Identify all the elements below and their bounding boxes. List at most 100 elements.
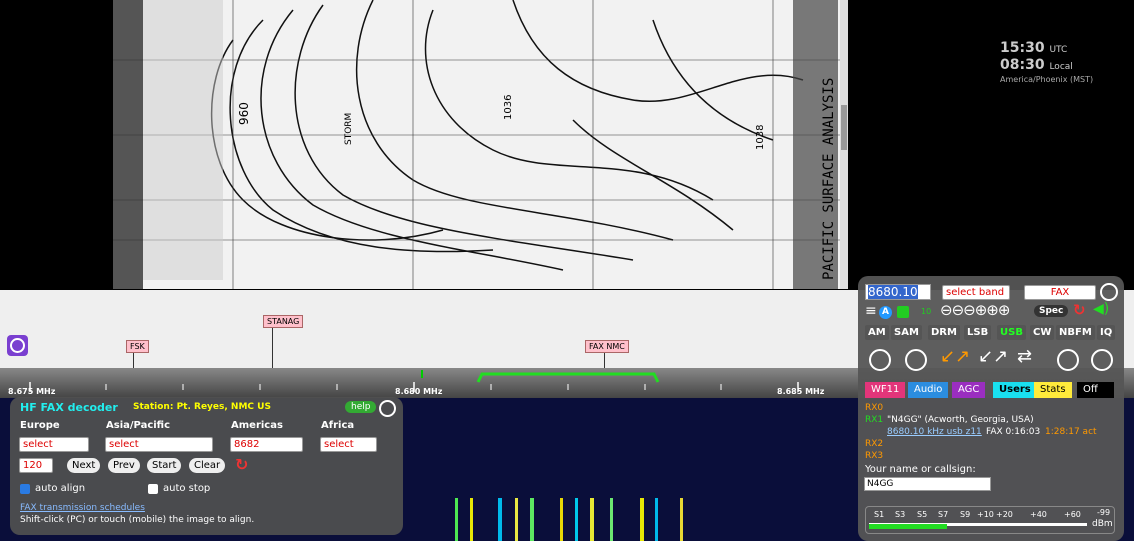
auto-stop-label: auto stop	[163, 483, 211, 494]
scrollbar[interactable]	[840, 0, 848, 289]
wf-badge[interactable]: 10	[921, 307, 932, 316]
menu-icon[interactable]: ≡	[865, 303, 877, 319]
s-meter-scale	[869, 523, 1087, 526]
region-select[interactable]: select	[320, 437, 377, 452]
mode-button[interactable]: DRM	[928, 325, 960, 340]
swap-icon[interactable]: ⇄	[1017, 346, 1033, 367]
channel: RX0	[865, 403, 884, 413]
start-button[interactable]: Start	[147, 458, 182, 473]
fax-label: 1036	[503, 95, 514, 120]
green-badge[interactable]	[897, 306, 909, 318]
next-button[interactable]: Next	[67, 458, 101, 473]
scroll-thumb[interactable]	[841, 105, 847, 150]
band-label[interactable]: FAX NMC	[585, 340, 629, 353]
clear-button[interactable]: Clear	[189, 458, 226, 473]
timezone: America/Phoenix (MST)	[1000, 75, 1094, 84]
speaker-icon[interactable]: ◀)	[1093, 301, 1110, 317]
tab[interactable]: Users	[993, 382, 1037, 398]
fax-label: 960	[237, 102, 251, 125]
local-label: Local	[1049, 62, 1073, 72]
user-status: FAX 0:16:03	[986, 427, 1041, 437]
utc-label: UTC	[1049, 45, 1068, 55]
s-label: +40	[1030, 510, 1047, 519]
mode-button[interactable]: NBFM	[1056, 325, 1095, 340]
region-select[interactable]: 8682	[230, 437, 303, 452]
mode-select[interactable]: FAX	[1024, 285, 1096, 300]
marker-line	[133, 353, 134, 368]
tab[interactable]: WF11	[865, 382, 906, 398]
user-link[interactable]: 8680.10 kHz usb z11	[887, 427, 982, 437]
s-label: S7	[938, 510, 949, 519]
schedule-link[interactable]: FAX transmission schedules	[20, 503, 145, 513]
scale-label: 8.680 MHz	[395, 387, 443, 396]
mode-button[interactable]: USB	[997, 325, 1026, 340]
expand-icon[interactable]: ↙↗	[978, 346, 1009, 367]
band-label[interactable]: STANAG	[263, 315, 304, 328]
reload-icon[interactable]: ↻	[1073, 301, 1086, 319]
region-select[interactable]: select	[105, 437, 213, 452]
s-unit: dBm	[1092, 519, 1113, 529]
hint: Shift-click (PC) or touch (mobile) the i…	[20, 515, 255, 525]
fax-label: STORM	[344, 113, 354, 145]
frequency-input[interactable]: 8680.10	[865, 284, 931, 300]
tab[interactable]: Audio	[908, 382, 949, 398]
scale-ticks	[29, 370, 799, 392]
zoom-out[interactable]	[905, 349, 927, 371]
reload-icon[interactable]: ↻	[235, 455, 249, 474]
step-down[interactable]	[1057, 349, 1079, 371]
region-label: Asia/Pacific	[106, 420, 171, 431]
region-select[interactable]: select	[19, 437, 89, 452]
scale-label: 8.685 MHz	[777, 387, 825, 396]
band-select[interactable]: select band	[942, 285, 1010, 300]
auto-stop-checkbox[interactable]	[148, 484, 158, 494]
play-button[interactable]	[1100, 283, 1118, 301]
user-info: "N4GG" (Acworth, Georgia, USA)	[887, 415, 1034, 425]
station: Station: Pt. Reyes, NMC US	[133, 402, 271, 412]
s-label: +10	[977, 510, 994, 519]
s-meter-bar	[869, 524, 947, 529]
marker-line	[604, 353, 605, 368]
channel: RX1	[865, 415, 884, 425]
scale-label: 8.675 MHz	[8, 387, 56, 396]
prev-button[interactable]: Prev	[108, 458, 140, 473]
step-up[interactable]	[1091, 349, 1113, 371]
s-label: +60	[1064, 510, 1081, 519]
spec-button[interactable]: Spec	[1034, 305, 1069, 317]
close-button[interactable]	[379, 400, 396, 417]
auto-align-label: auto align	[35, 483, 86, 494]
channel: RX2	[865, 439, 884, 449]
channel: RX3	[865, 451, 884, 461]
tab[interactable]: AGC	[952, 382, 986, 398]
shrink-icon[interactable]: ↙↗	[940, 346, 971, 367]
fax-image[interactable]: PACIFIC SURFACE ANALYSIS STORM 960 1036 …	[113, 0, 840, 289]
mode-button[interactable]: CW	[1030, 325, 1055, 340]
tab[interactable]: Stats	[1034, 382, 1072, 398]
utc-clock: 15:30 UTC	[1000, 40, 1067, 56]
s-label: S1	[874, 510, 885, 519]
zoom-icons[interactable]: ⊖⊖⊖⊕⊕⊕	[940, 301, 1010, 319]
mode-button[interactable]: LSB	[964, 325, 992, 340]
mode-button[interactable]: AM	[865, 325, 889, 340]
a-badge[interactable]: A	[879, 306, 892, 319]
fax-label: 1038	[755, 125, 766, 150]
mode-button[interactable]: SAM	[891, 325, 922, 340]
s-label: S5	[917, 510, 928, 519]
fax-title: PACIFIC SURFACE ANALYSIS	[821, 78, 837, 280]
lines-select[interactable]: 120	[19, 458, 53, 473]
panel-title: HF FAX decoder	[20, 401, 118, 414]
utc-time: 15:30	[1000, 40, 1045, 56]
tab[interactable]: Off	[1077, 382, 1114, 398]
region-label: Americas	[231, 420, 283, 431]
help-button[interactable]: help	[345, 401, 377, 413]
s-reading: -99	[1097, 508, 1111, 517]
name-input[interactable]: N4GG	[864, 477, 991, 491]
auto-align-checkbox[interactable]	[20, 484, 30, 494]
play-button[interactable]	[7, 335, 28, 356]
mode-button[interactable]: IQ	[1097, 325, 1116, 340]
region-label: Africa	[321, 420, 355, 431]
zoom-in[interactable]	[869, 349, 891, 371]
user-time: 1:28:17 act	[1045, 427, 1097, 437]
s-label: +20	[996, 510, 1013, 519]
band-label[interactable]: FSK	[126, 340, 149, 353]
